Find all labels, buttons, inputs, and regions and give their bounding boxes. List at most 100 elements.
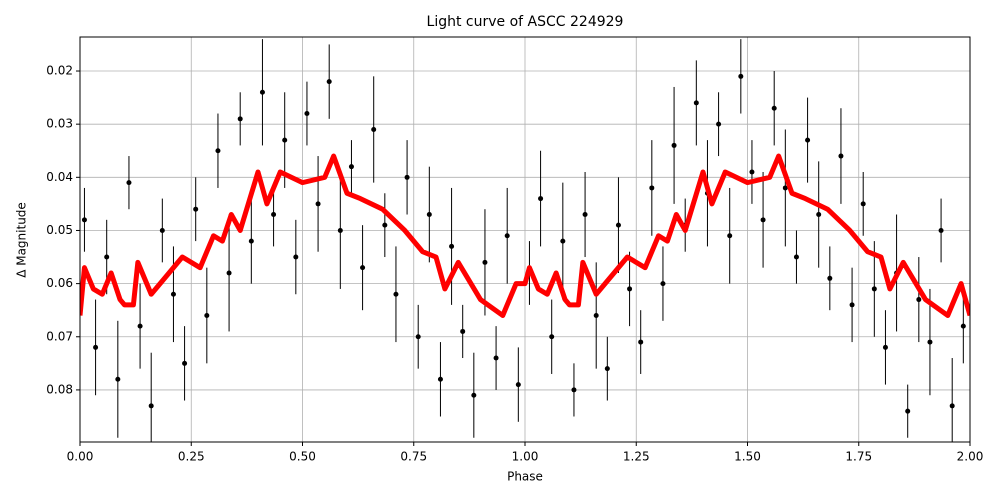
data-point (504, 233, 510, 239)
data-point (805, 137, 811, 143)
data-point (382, 222, 388, 228)
data-point (393, 291, 399, 297)
data-point (449, 243, 455, 249)
data-point (237, 116, 243, 122)
data-point (93, 344, 99, 350)
axes: 0.00 0.25 0.50 0.75 1.00 1.25 1.50 1.75 2.00 0.02… (46, 64, 983, 464)
data-point (182, 360, 188, 366)
data-point (226, 270, 232, 276)
data-point (960, 323, 966, 329)
data-point (760, 217, 766, 223)
data-point (115, 376, 121, 382)
data-point (204, 313, 210, 319)
data-point (738, 73, 744, 79)
data-point (515, 382, 521, 388)
data-point (404, 174, 410, 180)
data-point (482, 259, 488, 265)
data-point (271, 212, 277, 218)
data-point (593, 313, 599, 319)
data-point (671, 142, 677, 148)
data-point (259, 89, 265, 95)
data-point (882, 344, 888, 350)
data-point (727, 233, 733, 239)
data-point (838, 153, 844, 159)
data-point (927, 339, 933, 345)
data-point (415, 334, 421, 340)
data-point (716, 121, 722, 127)
data-point (871, 286, 877, 292)
data-point (782, 185, 788, 191)
data-point (793, 254, 799, 260)
x-tick-label: 0.25 (178, 450, 205, 464)
data-point (293, 254, 299, 260)
data-point (849, 302, 855, 308)
x-tick-label: 2.00 (957, 450, 984, 464)
y-tick-label: 0.07 (46, 329, 73, 343)
data-point (282, 137, 288, 143)
data-point (348, 164, 354, 170)
data-point (159, 227, 165, 233)
x-tick-label: 0.50 (289, 450, 316, 464)
data-point (638, 339, 644, 345)
data-point (471, 392, 477, 398)
data-point (538, 196, 544, 202)
data-point (560, 238, 566, 244)
data-point (315, 201, 321, 207)
data-point (615, 222, 621, 228)
data-point (371, 126, 377, 132)
data-point (938, 227, 944, 233)
model-line (80, 153, 970, 319)
data-point (326, 79, 332, 85)
data-point (137, 323, 143, 329)
data-point (649, 185, 655, 191)
data-point (81, 217, 87, 223)
data-point (949, 403, 955, 409)
data-point (170, 291, 176, 297)
data-point (749, 169, 755, 175)
data-point (816, 212, 822, 218)
data-point (571, 387, 577, 393)
data-point (771, 105, 777, 111)
x-tick-label: 0.00 (67, 450, 94, 464)
data-point (827, 275, 833, 281)
data-point (426, 212, 432, 218)
y-tick-label: 0.06 (46, 276, 73, 290)
x-tick-label: 1.75 (845, 450, 872, 464)
plot-area (80, 39, 970, 442)
data-point (916, 297, 922, 303)
data-point (660, 281, 666, 287)
y-axis-label: Δ Magnitude (15, 202, 29, 278)
data-point (860, 201, 866, 207)
data-point (215, 148, 221, 154)
data-point (360, 265, 366, 271)
x-tick-label: 0.75 (400, 450, 427, 464)
x-axis-label: Phase (507, 470, 543, 484)
data-point (493, 355, 499, 361)
data-point (193, 206, 199, 212)
data-point (627, 286, 633, 292)
data-point (126, 180, 132, 186)
x-tick-label: 1.00 (512, 450, 539, 464)
x-tick-label: 1.25 (623, 450, 650, 464)
data-point (582, 212, 588, 218)
y-tick-label: 0.05 (46, 223, 73, 237)
data-point (337, 227, 343, 233)
data-point (693, 100, 699, 106)
data-point (549, 334, 555, 340)
x-tick-label: 1.50 (734, 450, 761, 464)
y-tick-label: 0.03 (46, 117, 73, 131)
y-tick-label: 0.04 (46, 170, 73, 184)
data-point (460, 328, 466, 334)
data-point (104, 254, 110, 260)
data-point (148, 403, 154, 409)
chart-title: Light curve of ASCC 224929 (427, 14, 624, 30)
data-point (604, 366, 610, 372)
data-point (905, 408, 911, 414)
y-tick-label: 0.08 (46, 382, 73, 396)
y-tick-label: 0.02 (46, 64, 73, 78)
data-point (248, 238, 254, 244)
data-point (304, 111, 310, 117)
data-point (437, 376, 443, 382)
